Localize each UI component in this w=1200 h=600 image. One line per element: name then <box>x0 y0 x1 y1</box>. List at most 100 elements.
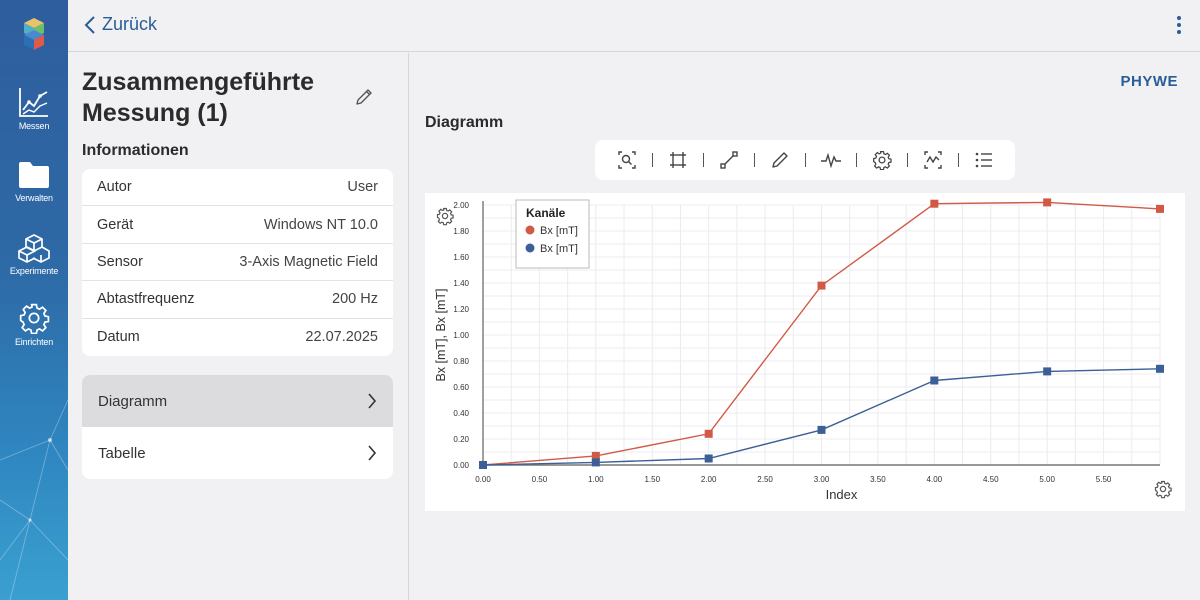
y-tick-label: 0.00 <box>453 461 469 470</box>
toolbar-separator <box>702 153 704 167</box>
chart-toolbar <box>595 140 1015 180</box>
settings-icon <box>872 151 892 170</box>
series-2-point <box>704 454 713 463</box>
pencil-button[interactable] <box>767 147 793 173</box>
info-row-geraet: Gerät Windows NT 10.0 <box>82 206 393 244</box>
info-key: Gerät <box>97 216 134 233</box>
zoom-button[interactable] <box>614 147 640 173</box>
line-tool-icon <box>719 151 738 169</box>
series-1-point <box>817 281 826 290</box>
info-row-datum: Datum 22.07.2025 <box>82 319 393 356</box>
list-icon <box>975 152 992 168</box>
x-tick-label: 2.50 <box>757 475 773 484</box>
info-row-abtastfrequenz: Abtastfrequenz 200 Hz <box>82 281 393 319</box>
chart-settings-top-icon[interactable] <box>436 207 454 226</box>
signal-button[interactable] <box>818 147 844 173</box>
back-label: Zurück <box>102 14 158 34</box>
pencil-icon <box>771 152 788 168</box>
view-menu: Diagramm Tabelle <box>82 375 393 479</box>
toolbar-separator <box>906 153 908 167</box>
x-tick-label: 4.00 <box>927 475 943 484</box>
y-tick-label: 0.80 <box>453 357 469 366</box>
signal-icon <box>820 152 841 169</box>
sidebar: Messen Verwalten Experimente Einrichten <box>0 0 68 600</box>
series-1-point <box>1156 204 1164 213</box>
series-2-point <box>817 425 826 434</box>
more-menu-button[interactable] <box>1176 16 1182 36</box>
y-tick-label: 0.60 <box>453 383 469 392</box>
y-tick-label: 1.00 <box>453 331 469 340</box>
info-key: Datum <box>97 329 140 346</box>
toolbar-separator <box>855 153 857 167</box>
series-2-point <box>930 376 939 385</box>
app-logo <box>24 18 44 50</box>
info-heading: Informationen <box>82 142 189 159</box>
info-key: Sensor <box>97 253 143 270</box>
measurement-info-panel: Zusammengeführte Messung (1) Information… <box>68 53 409 600</box>
chart-settings-bottom-icon[interactable] <box>1154 480 1172 499</box>
sidebar-item-experimente[interactable]: Experimente <box>0 233 68 276</box>
line-tool-button[interactable] <box>716 147 742 173</box>
series-1-point <box>704 429 713 438</box>
chart-legend: Kanäle Bx [mT] Bx [mT] <box>515 199 590 269</box>
toolbar-separator <box>957 153 959 167</box>
chart-line-icon <box>19 88 48 117</box>
x-tick-label: 2.00 <box>701 475 717 484</box>
legend-marker <box>525 243 535 253</box>
zoom-icon <box>617 151 636 169</box>
info-value: User <box>347 179 378 196</box>
edit-title-button[interactable] <box>354 87 374 107</box>
y-tick-label: 1.60 <box>453 253 469 262</box>
y-tick-label: 1.20 <box>453 305 469 314</box>
brand-logo: PHYWE <box>1120 73 1178 90</box>
y-tick-label: 1.80 <box>453 227 469 236</box>
settings-button[interactable] <box>869 147 895 173</box>
chevron-left-icon <box>84 15 95 34</box>
x-tick-label: 4.50 <box>983 475 999 484</box>
menu-item-diagramm[interactable]: Diagramm <box>82 375 393 427</box>
info-value: 3-Axis Magnetic Field <box>239 253 378 270</box>
sidebar-item-einrichten[interactable]: Einrichten <box>0 302 68 347</box>
x-tick-label: 1.50 <box>644 475 660 484</box>
analysis-button[interactable] <box>920 147 946 173</box>
info-key: Autor <box>97 179 132 196</box>
line-chart[interactable]: 0.00 0.50 1.00 1.50 2.00 2.50 3.00 3.50 4.00 4.50… <box>425 193 1185 511</box>
x-tick-label: 0.50 <box>532 475 548 484</box>
info-row-autor: Autor User <box>82 169 393 207</box>
series-1-point <box>1043 198 1052 207</box>
chart-series <box>479 198 1164 469</box>
folder-icon <box>19 162 49 188</box>
list-button[interactable] <box>971 147 997 173</box>
x-tick-label: 1.00 <box>588 475 604 484</box>
diagram-panel: PHYWE Diagramm <box>410 53 1200 600</box>
series-2-point <box>1043 367 1052 376</box>
cubes-icon <box>18 234 50 263</box>
kebab-dot-icon <box>1177 16 1181 20</box>
y-tick-label: 2.00 <box>453 201 469 210</box>
sidebar-item-verwalten[interactable]: Verwalten <box>0 160 68 203</box>
fit-icon <box>669 152 686 168</box>
series-2-point <box>1156 364 1164 373</box>
chevron-right-icon <box>368 393 377 409</box>
series-1-point <box>930 199 939 208</box>
back-button[interactable]: Zurück <box>84 14 157 35</box>
series-2-point <box>591 458 600 467</box>
y-tick-label: 0.20 <box>453 435 469 444</box>
fit-button[interactable] <box>665 147 691 173</box>
legend-entry: Bx [mT] <box>540 225 578 237</box>
sidebar-item-label: Experimente <box>9 266 59 276</box>
sidebar-item-label: Einrichten <box>14 337 54 347</box>
x-tick-label: 5.50 <box>1096 475 1112 484</box>
gear-icon <box>19 303 50 334</box>
y-tick-label: 0.40 <box>453 409 469 418</box>
x-tick-label: 3.00 <box>814 475 830 484</box>
sidebar-item-messen[interactable]: Messen <box>0 86 68 131</box>
menu-item-label: Tabelle <box>98 444 146 462</box>
menu-item-tabelle[interactable]: Tabelle <box>82 427 393 479</box>
sidebar-item-label: Messen <box>18 121 50 131</box>
legend-marker <box>525 225 535 235</box>
chart-container: 0.00 0.50 1.00 1.50 2.00 2.50 3.00 3.50 4.00 4.50… <box>425 193 1185 511</box>
chevron-right-icon <box>368 445 377 461</box>
info-value: Windows NT 10.0 <box>263 216 378 233</box>
legend-title: Kanäle <box>526 206 566 220</box>
